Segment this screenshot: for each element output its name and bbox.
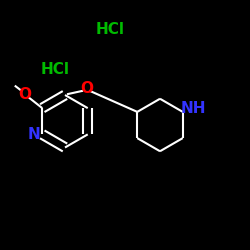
Text: HCl: HCl xyxy=(40,62,70,78)
Text: O: O xyxy=(18,87,31,102)
Text: HCl: HCl xyxy=(96,22,124,38)
Text: NH: NH xyxy=(180,100,206,116)
Text: O: O xyxy=(80,81,93,96)
Text: N: N xyxy=(28,127,41,142)
